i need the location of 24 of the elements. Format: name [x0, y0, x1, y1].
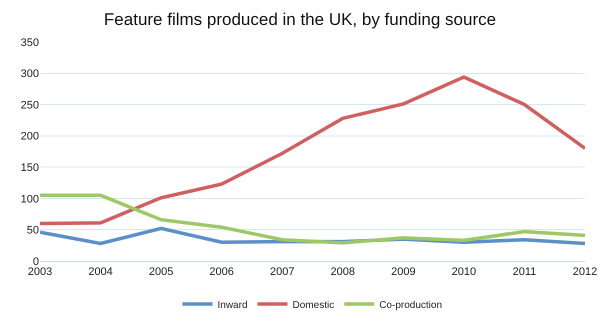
legend-label: Domestic [292, 300, 334, 311]
line-series [40, 194, 585, 245]
x-tick-label: 2003 [28, 266, 52, 278]
y-tick-label: 150 [20, 162, 39, 174]
y-tick-label: 350 [20, 36, 39, 49]
x-tick-label: 2008 [330, 266, 356, 278]
legend-label: Co-production [379, 300, 442, 311]
x-tick-label: 2005 [148, 266, 174, 278]
x-tick-label: 2004 [88, 266, 113, 278]
x-tick-label: 2012 [572, 266, 598, 278]
y-tick-label: 250 [20, 99, 39, 112]
line-series [40, 75, 585, 226]
legend-label: Inward [218, 300, 248, 311]
x-tick-label: 2011 [512, 266, 536, 278]
y-tick-label: 100 [20, 193, 39, 206]
y-tick-label: 50 [26, 224, 39, 237]
chart-title: Feature films produced in the UK, by funding source [104, 10, 496, 30]
x-tick-label: 2010 [452, 266, 476, 278]
x-tick-label: 2006 [209, 266, 234, 278]
y-tick-label: 300 [20, 68, 39, 80]
x-tick-label: 2007 [270, 266, 294, 278]
y-tick-label: 0 [32, 256, 39, 268]
y-tick-label: 200 [20, 130, 39, 143]
x-tick-label: 2009 [391, 266, 416, 278]
